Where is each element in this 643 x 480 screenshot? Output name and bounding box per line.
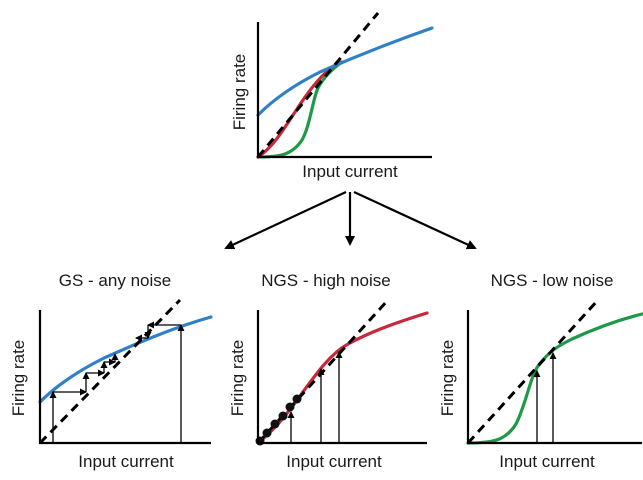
arrow-to-ngs-low (353, 191, 477, 250)
ngs-high-input-arrows (287, 351, 343, 443)
gs-identity-line (38, 298, 182, 445)
ngs-high-dot-4 (278, 411, 288, 421)
top-axes (256, 22, 432, 159)
ngs-high-axes (256, 310, 427, 445)
ngs-low-ylabel: Firing rate (438, 340, 457, 417)
top-blue-curve (256, 26, 434, 117)
ngs-high-xlabel: Input current (286, 452, 382, 471)
gs-ylabel: Firing rate (9, 340, 28, 417)
top-xlabel: Input current (302, 162, 398, 181)
panel-gs: GS - any noise Firing rate Input current (9, 271, 213, 471)
ngs-high-red-curve (256, 311, 429, 445)
ngs-low-xlabel: Input current (499, 452, 595, 471)
gs-iteration-arrows (49, 321, 185, 443)
panel-ngs-high: NGS - high noise Firing rate Input curre… (228, 271, 429, 471)
branch-arrows (224, 191, 477, 250)
ngs-high-fixed-points (255, 394, 302, 446)
ngs-low-identity-line (466, 298, 600, 445)
top-ylabel: Firing rate (230, 54, 249, 131)
ngs-low-title: NGS - low noise (491, 271, 614, 290)
ngs-low-axes (466, 310, 642, 445)
ngs-high-dot-3 (270, 419, 280, 429)
ngs-high-dot-2 (262, 428, 272, 438)
top-panel: Firing rate Input current (230, 12, 434, 181)
arrow-to-gs (224, 191, 347, 250)
gs-axes (38, 310, 211, 445)
top-identity-line (256, 12, 380, 158)
ngs-high-dot-5 (285, 402, 295, 412)
ngs-low-input-arrows (533, 352, 557, 443)
gs-blue-curve (38, 315, 213, 404)
top-red-curve (256, 60, 342, 159)
ngs-high-ylabel: Firing rate (228, 340, 247, 417)
ngs-high-dot-6 (292, 394, 302, 404)
ngs-high-dot-1 (255, 436, 265, 446)
gs-xlabel: Input current (78, 452, 174, 471)
panel-ngs-low: NGS - low noise Firing rate Input curren… (438, 271, 643, 471)
ngs-low-green-curve (466, 312, 643, 445)
ngs-high-title: NGS - high noise (261, 271, 390, 290)
gs-title: GS - any noise (59, 271, 171, 290)
